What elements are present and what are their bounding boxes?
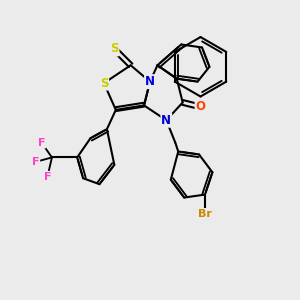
- Text: S: S: [100, 76, 108, 90]
- Text: O: O: [196, 100, 206, 113]
- Text: F: F: [38, 138, 45, 148]
- Text: N: N: [161, 114, 171, 127]
- Text: F: F: [44, 172, 51, 182]
- Text: Br: Br: [198, 209, 212, 219]
- Text: F: F: [32, 157, 39, 167]
- Text: S: S: [110, 42, 118, 56]
- Text: N: N: [145, 75, 155, 88]
